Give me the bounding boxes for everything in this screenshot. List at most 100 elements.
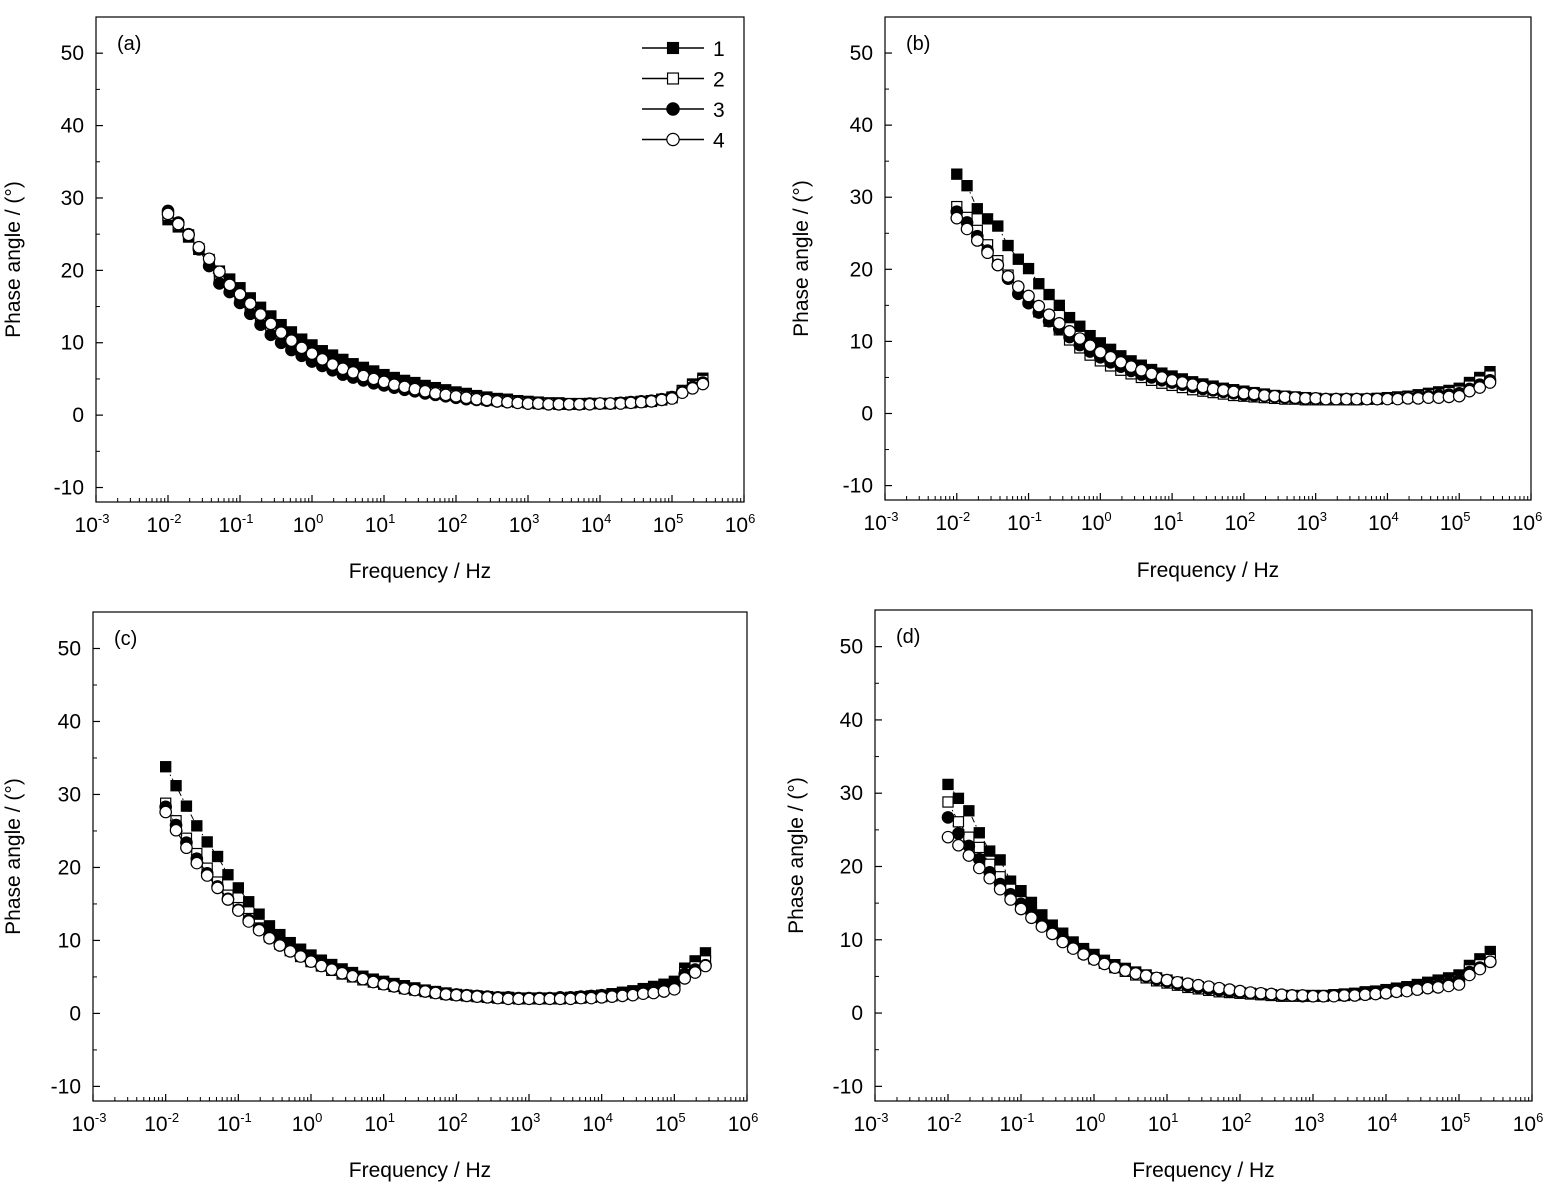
y-tick-label: 30	[840, 782, 863, 805]
data-point	[1108, 961, 1122, 974]
data-point	[481, 991, 494, 1004]
data-point	[315, 353, 329, 366]
legend-label: 1	[713, 38, 725, 61]
data-point	[295, 341, 309, 355]
x-tick-label: 100	[1075, 1110, 1106, 1136]
data-point	[1094, 345, 1107, 359]
series-1	[942, 778, 1496, 1002]
data-point	[952, 838, 965, 852]
data-point	[1066, 942, 1080, 955]
data-point	[459, 391, 473, 405]
y-tick-label: -10	[54, 477, 84, 500]
x-tick-label: 10-3	[75, 511, 110, 537]
data-point	[543, 992, 557, 1006]
data-point	[962, 849, 976, 862]
y-tick-label: -10	[51, 1075, 81, 1098]
data-point	[983, 871, 997, 885]
y-tick-label: 40	[850, 114, 873, 137]
series-4	[159, 805, 712, 1006]
data-point	[191, 820, 203, 832]
data-point	[1171, 975, 1184, 989]
data-point	[951, 168, 963, 180]
x-axis-title: Frequency / Hz	[349, 1159, 491, 1182]
data-point	[180, 841, 193, 855]
data-point	[1191, 978, 1205, 992]
data-point	[242, 915, 256, 928]
data-point	[970, 234, 984, 247]
data-point	[398, 982, 411, 995]
x-tick-label: 10-2	[935, 509, 970, 535]
y-tick-label: 50	[61, 42, 84, 65]
data-point	[1473, 381, 1487, 394]
data-point	[614, 397, 627, 410]
x-tick-label: 103	[1296, 509, 1327, 535]
data-point	[408, 382, 422, 396]
data-point	[1275, 988, 1289, 1002]
y-axis-title: Phase angle / (°)	[790, 180, 813, 337]
data-point	[387, 980, 401, 993]
data-point	[688, 966, 702, 979]
data-point	[460, 989, 474, 1003]
data-point	[981, 213, 994, 225]
data-point	[1022, 289, 1035, 303]
data-point	[1463, 968, 1476, 982]
data-point	[325, 963, 339, 976]
y-axis-title: Phase angle / (°)	[2, 181, 25, 338]
data-point	[1264, 987, 1278, 1001]
data-point	[1045, 927, 1059, 941]
data-point	[1202, 980, 1216, 993]
data-point	[243, 896, 255, 908]
data-point	[1139, 969, 1153, 983]
data-point	[252, 923, 266, 937]
data-point	[942, 778, 954, 791]
data-point	[285, 334, 298, 347]
data-point	[192, 240, 206, 254]
data-point	[470, 990, 484, 1003]
data-point	[1176, 376, 1189, 389]
data-point	[429, 387, 442, 400]
data-point	[1196, 380, 1210, 394]
x-tick-label: 101	[364, 1110, 395, 1136]
data-point	[595, 991, 608, 1004]
data-point	[1083, 339, 1097, 353]
data-point	[1223, 983, 1236, 996]
x-tick-label: 104	[581, 511, 612, 537]
data-point	[636, 987, 650, 1001]
plot-frame	[92, 611, 748, 1102]
data-point	[952, 792, 965, 805]
plot-frame	[874, 609, 1533, 1102]
data-point	[1254, 986, 1268, 1000]
y-tick-label: 40	[61, 115, 84, 138]
panel-label: (c)	[114, 628, 137, 650]
data-point	[408, 983, 422, 997]
data-point	[366, 975, 380, 989]
data-point	[170, 780, 182, 792]
series-2	[162, 209, 709, 410]
data-point	[274, 326, 288, 339]
data-point	[1217, 384, 1230, 397]
data-point	[1084, 329, 1096, 342]
data-point	[1358, 988, 1372, 1002]
data-point	[971, 203, 983, 215]
legend-label: 2	[713, 69, 725, 92]
y-axis-title: Phase angle / (°)	[2, 778, 25, 935]
data-point	[512, 992, 525, 1006]
data-point	[1390, 985, 1403, 999]
y-tick-label: 0	[69, 1002, 81, 1025]
data-point	[377, 375, 391, 389]
data-point	[1165, 374, 1179, 387]
data-point	[335, 966, 349, 980]
data-point	[501, 395, 514, 409]
x-tick-label: 10-3	[72, 1110, 107, 1136]
series-2	[942, 796, 1496, 1002]
x-tick-label: 100	[1081, 509, 1112, 535]
data-point	[960, 222, 974, 236]
x-tick-label: 105	[653, 511, 684, 537]
x-tick-label: 106	[725, 511, 756, 537]
data-point	[1012, 253, 1024, 265]
y-tick-label: 30	[58, 783, 81, 806]
data-point	[439, 988, 453, 1001]
data-point	[655, 393, 669, 407]
x-tick-label: 102	[437, 1110, 468, 1136]
data-point	[1150, 971, 1163, 985]
